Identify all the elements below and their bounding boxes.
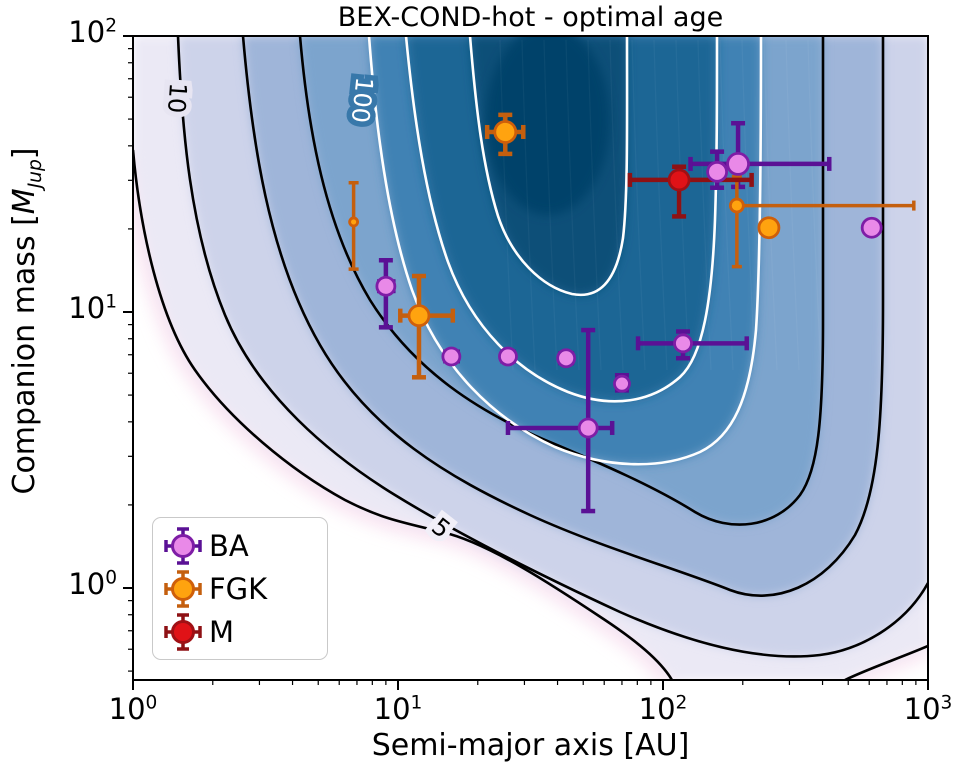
contour-line-500 (468, 36, 629, 297)
y-tick-label-1e0: 100 (68, 567, 117, 601)
x-tick-label-1e1: 101 (373, 692, 423, 726)
markers (348, 120, 883, 439)
y-tick-label-1e2: 102 (68, 15, 117, 49)
legend-label-BA: BA (209, 528, 249, 563)
contour-label-100: 100 (346, 76, 379, 124)
y-axis-label-symbol: M (7, 188, 42, 215)
scatter-layer (348, 112, 916, 514)
legend-marker-FGK (164, 569, 202, 608)
data-point-M (667, 168, 691, 192)
x-tick-label-1e2: 102 (638, 692, 688, 726)
y-tick-label-1e1: 101 (68, 291, 117, 325)
x-tick-label-1e0: 100 (108, 692, 158, 726)
data-point-FGK (493, 120, 518, 144)
legend-item-M: M (157, 612, 323, 652)
data-point-BA (441, 346, 462, 367)
contour-line-5 (133, 149, 674, 680)
contour-line-layer (133, 36, 928, 680)
data-point-FGK (757, 216, 781, 240)
data-point-FGK (348, 216, 360, 228)
x-axis-label: Semi-major axis [AU] (371, 728, 690, 763)
legend-item-BA: BA (157, 526, 323, 566)
x-tick-label-1e3: 103 (903, 692, 953, 726)
data-point-BA (706, 160, 728, 183)
legend-label-M: M (209, 614, 235, 649)
contour-fill-layer (133, 36, 928, 680)
data-point-BA (556, 348, 577, 369)
y-axis-label-text: Companion mass [ (7, 214, 42, 495)
data-point-BA (860, 216, 883, 239)
legend-item-FGK: FGK (157, 569, 323, 609)
data-point-BA (613, 374, 631, 393)
data-point-BA (577, 417, 599, 439)
data-point-BA (498, 346, 518, 367)
contour-label-10: 10 (162, 82, 192, 114)
contour-line-200 (404, 36, 719, 403)
y-axis-label-subscript: Jup (25, 159, 46, 189)
contour-line-20 (241, 36, 885, 597)
fine-contour-striping (499, 39, 822, 371)
legend-marker-BA (164, 526, 202, 565)
data-point-FGK (407, 304, 431, 328)
y-axis-label-close: ] (7, 147, 42, 160)
legend-label-FGK: FGK (209, 571, 268, 606)
data-point-BA (726, 152, 750, 176)
contour-line-5-corner (844, 644, 928, 680)
data-point-FGK (728, 197, 745, 214)
chart-title: BEX-COND-hot - optimal age (337, 2, 724, 33)
data-point-BA (673, 333, 693, 354)
contour-line-100 (367, 36, 763, 466)
data-point-BA (375, 275, 397, 297)
legend: BA FGK M (152, 517, 328, 660)
axes-frame (132, 35, 929, 681)
axis-ticks (123, 35, 929, 690)
contour-line-10 (176, 36, 928, 658)
legend-marker-M (164, 612, 202, 651)
